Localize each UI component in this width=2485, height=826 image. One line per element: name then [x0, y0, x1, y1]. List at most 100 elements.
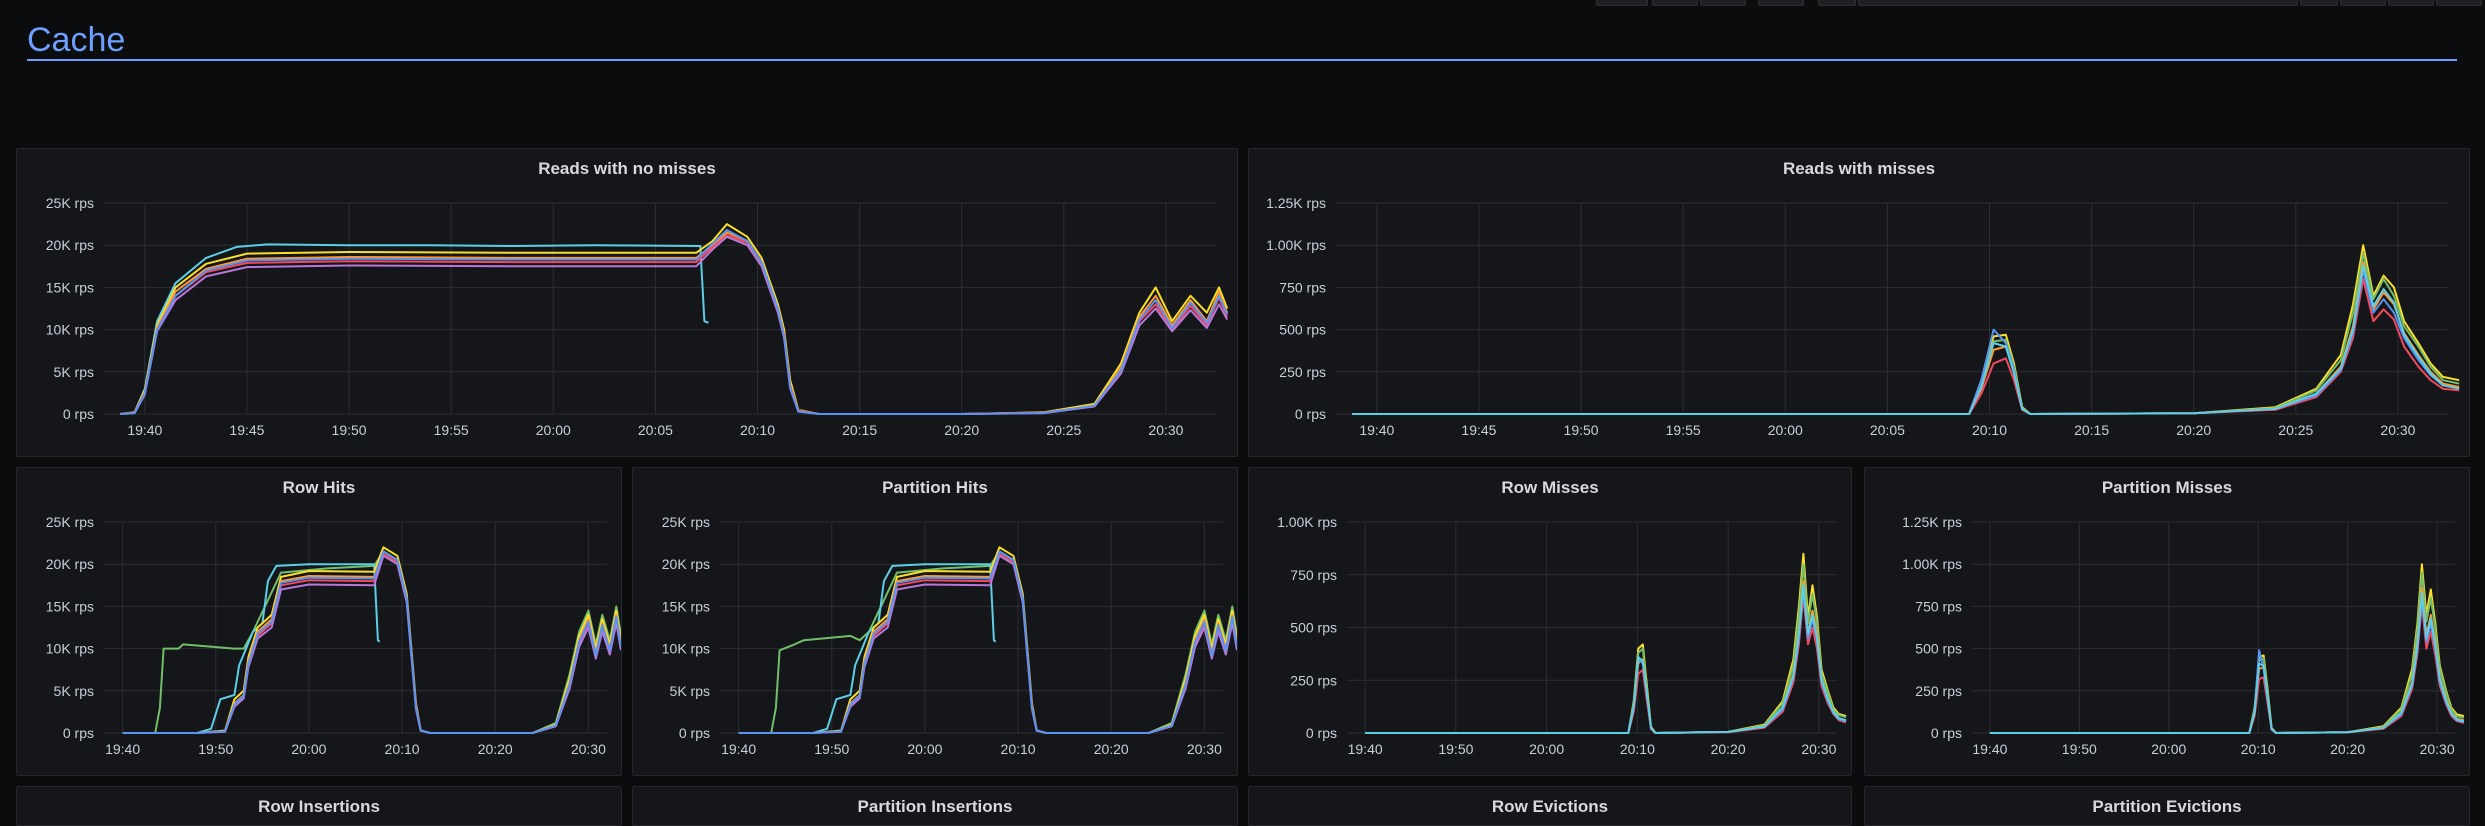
- y-tick-label: 250 rps: [1915, 683, 1962, 699]
- y-tick-label: 0 rps: [1931, 725, 1962, 741]
- toolbar-button[interactable]: [1758, 0, 1804, 6]
- x-tick-label: 20:30: [1148, 422, 1183, 438]
- series-line-yellow: [1365, 552, 1847, 734]
- panel-title[interactable]: Partition Evictions: [2092, 797, 2242, 816]
- row-title[interactable]: Cache: [27, 21, 126, 59]
- x-tick-label: 20:30: [2380, 422, 2415, 438]
- x-tick-label: 19:45: [229, 422, 264, 438]
- x-tick-label: 20:20: [944, 422, 979, 438]
- series-line-green: [1352, 252, 2460, 415]
- toolbar-button[interactable]: [1818, 0, 1856, 6]
- chart-partition-misses: 0 rps 250 rps 500 rps 750 rps 1.00K rps 1.25K…: [1902, 514, 2465, 757]
- y-tick-label: 10K rps: [46, 641, 94, 657]
- series-line-blue: [122, 550, 621, 734]
- panel-row-hits[interactable]: Row Hits 0 rps 5K rps 10K rps 15K rps 20K rp…: [16, 467, 622, 776]
- y-tick-label: 1.00K rps: [1277, 514, 1337, 530]
- y-tick-label: 500 rps: [1915, 641, 1962, 657]
- y-tick-label: 500 rps: [1290, 620, 1337, 636]
- y-tick-label: 25K rps: [662, 514, 710, 530]
- x-tick-label: 20:00: [907, 741, 942, 757]
- x-tick-label: 20:20: [478, 741, 513, 757]
- toolbar-button[interactable]: [1652, 0, 1698, 6]
- panel-reads-with-no-misses[interactable]: Reads with no misses 0 rps 5K rps 10K rps 1…: [16, 148, 1238, 457]
- y-tick-label: 750 rps: [1290, 567, 1337, 583]
- y-tick-label: 25K rps: [46, 514, 94, 530]
- chart-row-hits: 0 rps 5K rps 10K rps 15K rps 20K rps 25K rps 1…: [46, 514, 621, 757]
- y-tick-label: 15K rps: [662, 598, 710, 614]
- x-tick-label: 20:30: [1187, 741, 1222, 757]
- series-line-orange: [1352, 261, 2460, 415]
- series-line-blue: [1352, 269, 2460, 415]
- x-tick-label: 20:10: [1620, 741, 1655, 757]
- panel-title[interactable]: Partition Misses: [2101, 478, 2233, 497]
- time-range-picker[interactable]: [1858, 0, 2298, 6]
- series-line-green: [1989, 571, 2465, 734]
- x-tick-label: 20:30: [2420, 741, 2455, 757]
- x-tick-label: 20:05: [638, 422, 673, 438]
- y-tick-label: 1.00K rps: [1902, 556, 1962, 572]
- toolbar-button[interactable]: [1596, 0, 1648, 6]
- panel-title[interactable]: Row Misses: [1501, 478, 1599, 497]
- x-tick-label: 20:30: [571, 741, 606, 757]
- x-tick-label: 19:55: [1666, 422, 1701, 438]
- panel-title[interactable]: Partition Insertions: [857, 797, 1013, 816]
- y-tick-label: 10K rps: [662, 641, 710, 657]
- panel-title[interactable]: Row Insertions: [258, 797, 380, 816]
- y-tick-label: 0 rps: [1295, 406, 1326, 422]
- x-tick-label: 19:45: [1461, 422, 1496, 438]
- x-tick-label: 20:15: [842, 422, 877, 438]
- y-tick-label: 10K rps: [46, 322, 94, 338]
- x-tick-label: 20:20: [2330, 741, 2365, 757]
- x-tick-label: 19:40: [105, 741, 140, 757]
- series-line-red: [1989, 603, 2465, 734]
- toolbar-button[interactable]: [2388, 0, 2434, 6]
- panel-title[interactable]: Row Evictions: [1491, 797, 1609, 816]
- y-tick-label: 750 rps: [1279, 279, 1326, 295]
- x-tick-label: 19:50: [198, 741, 233, 757]
- toolbar-button[interactable]: [2340, 0, 2386, 6]
- x-tick-label: 19:55: [434, 422, 469, 438]
- toolbar-button[interactable]: [1700, 0, 1746, 6]
- panel-row-misses[interactable]: Row Misses 0 rps 250 rps 500 rps 750 rps 1.0…: [1248, 467, 1852, 776]
- x-tick-label: 20:15: [2074, 422, 2109, 438]
- panel-partition-insertions[interactable]: Partition Insertions: [632, 786, 1238, 826]
- panel-partition-misses[interactable]: Partition Misses 0 rps 250 rps 500 rps 750 …: [1864, 467, 2470, 776]
- x-tick-label: 20:10: [740, 422, 775, 438]
- panel-partition-evictions[interactable]: Partition Evictions: [1864, 786, 2470, 826]
- series-line-cyan: [1989, 591, 2465, 734]
- panel-partition-hits[interactable]: Partition Hits 0 rps 5K rps 10K rps 15K rps…: [632, 467, 1238, 776]
- y-tick-label: 1.25K rps: [1266, 195, 1326, 211]
- series-line-red: [120, 234, 1229, 415]
- x-tick-label: 19:50: [1438, 741, 1473, 757]
- panel-reads-with-misses[interactable]: Reads with misses 0 rps 250 rps 500 rps 750…: [1248, 148, 2470, 457]
- panel-title[interactable]: Reads with misses: [1782, 159, 1936, 178]
- toolbar-button[interactable]: [2436, 0, 2482, 6]
- y-tick-label: 250 rps: [1290, 672, 1337, 688]
- x-tick-label: 19:50: [1564, 422, 1599, 438]
- series-line-blue: [120, 229, 1229, 415]
- x-tick-label: 20:20: [1094, 741, 1129, 757]
- x-tick-label: 20:00: [2151, 741, 2186, 757]
- panel-row-evictions[interactable]: Row Evictions: [1248, 786, 1852, 826]
- y-tick-label: 20K rps: [662, 556, 710, 572]
- series-line-blue: [1989, 597, 2465, 734]
- panel-title[interactable]: Row Hits: [282, 478, 356, 497]
- panel-title[interactable]: Reads with no misses: [538, 159, 716, 178]
- toolbar-button[interactable]: [2300, 0, 2338, 6]
- x-tick-label: 20:00: [536, 422, 571, 438]
- chart-reads-with-misses: 0 rps 250 rps 500 rps 750 rps 1.00K rps 1.25K…: [1266, 195, 2460, 438]
- x-tick-label: 20:30: [1801, 741, 1836, 757]
- y-tick-label: 5K rps: [54, 364, 94, 380]
- x-tick-label: 19:40: [721, 741, 756, 757]
- series-line-red: [1352, 278, 2460, 415]
- y-tick-label: 15K rps: [46, 598, 94, 614]
- panel-title[interactable]: Partition Hits: [882, 478, 988, 497]
- panel-row-insertions[interactable]: Row Insertions: [16, 786, 622, 826]
- series-line-red: [1365, 594, 1847, 734]
- y-tick-label: 250 rps: [1279, 364, 1326, 380]
- series-line-yellow: [122, 546, 621, 734]
- x-tick-label: 19:40: [1359, 422, 1394, 438]
- y-tick-label: 15K rps: [46, 279, 94, 295]
- x-tick-label: 20:00: [1529, 741, 1564, 757]
- x-tick-label: 20:10: [1972, 422, 2007, 438]
